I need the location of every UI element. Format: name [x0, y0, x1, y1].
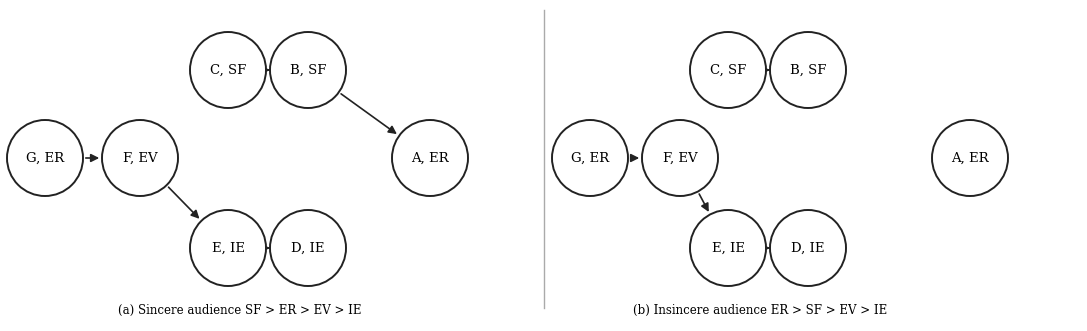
- Circle shape: [102, 120, 178, 196]
- Circle shape: [270, 210, 346, 286]
- Circle shape: [190, 32, 266, 108]
- Text: C, SF: C, SF: [710, 64, 746, 76]
- Text: G, ER: G, ER: [26, 152, 64, 165]
- Circle shape: [552, 120, 628, 196]
- Text: A, ER: A, ER: [411, 152, 449, 165]
- Text: D, IE: D, IE: [791, 242, 825, 255]
- Circle shape: [690, 210, 766, 286]
- Circle shape: [690, 32, 766, 108]
- Text: (b) Insincere audience ER > SF > EV > IE: (b) Insincere audience ER > SF > EV > IE: [633, 304, 887, 316]
- Text: B, SF: B, SF: [290, 64, 326, 76]
- Text: C, SF: C, SF: [210, 64, 246, 76]
- Circle shape: [770, 210, 846, 286]
- Circle shape: [7, 120, 83, 196]
- Circle shape: [642, 120, 719, 196]
- Circle shape: [932, 120, 1008, 196]
- Text: F, EV: F, EV: [123, 152, 158, 165]
- Circle shape: [770, 32, 846, 108]
- Circle shape: [270, 32, 346, 108]
- Text: F, EV: F, EV: [663, 152, 698, 165]
- Text: (a) Sincere audience SF > ER > EV > IE: (a) Sincere audience SF > ER > EV > IE: [118, 304, 362, 316]
- Circle shape: [392, 120, 468, 196]
- Text: G, ER: G, ER: [571, 152, 609, 165]
- Text: E, IE: E, IE: [712, 242, 745, 255]
- Text: B, SF: B, SF: [790, 64, 826, 76]
- Text: E, IE: E, IE: [212, 242, 245, 255]
- Text: D, IE: D, IE: [291, 242, 325, 255]
- Circle shape: [190, 210, 266, 286]
- Text: A, ER: A, ER: [951, 152, 989, 165]
